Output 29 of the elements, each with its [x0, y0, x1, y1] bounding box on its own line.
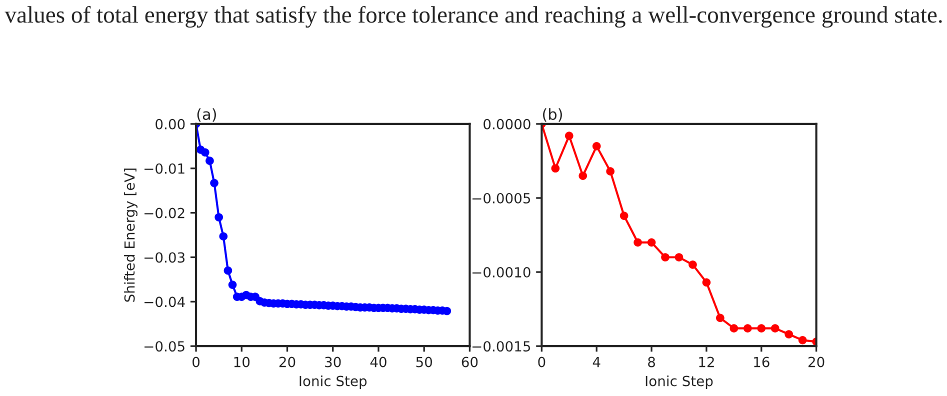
x-tick-label: 20 [279, 356, 296, 368]
y-tick-label: 0.0000 [484, 118, 530, 130]
x-axis-title: Ionic Step [300, 376, 367, 389]
x-tick-label: 40 [370, 356, 386, 368]
chart-title: (a) [197, 108, 216, 122]
y-tick-label: −0.04 [144, 296, 185, 308]
x-tick-label: 50 [416, 356, 432, 368]
x-tick-label: 0 [538, 356, 546, 368]
y-tick-label: 0.00 [156, 118, 185, 130]
y-tick-label: −0.01 [144, 163, 184, 174]
x-tick-label: 12 [699, 356, 714, 368]
x-tick-label: 20 [808, 356, 824, 368]
x-tick-label: 4 [592, 356, 600, 368]
y-tick-label: −0.05 [144, 341, 184, 352]
x-tick-label: 8 [648, 356, 656, 368]
x-tick-label: 60 [462, 356, 478, 368]
y-tick-label: −0.0015 [472, 341, 530, 352]
x-tick-label: 10 [234, 356, 250, 368]
text: values of total energy that satisfy the force tolerance and reaching a well-convergence ground state. [4, 6, 942, 28]
x-tick-label: 30 [325, 356, 341, 368]
x-axis-title: Ionic Step [646, 376, 713, 389]
chart-title: (b) [542, 108, 562, 122]
y-axis-title: Shifted Energy [eV] [124, 168, 138, 302]
y-tick-label: −0.02 [144, 208, 184, 218]
y-tick-label: −0.03 [144, 252, 184, 263]
y-tick-label: −0.0010 [472, 267, 530, 278]
x-tick-label: 16 [754, 356, 770, 368]
x-tick-label: 0 [192, 356, 200, 368]
y-tick-label: −0.0005 [472, 192, 530, 204]
